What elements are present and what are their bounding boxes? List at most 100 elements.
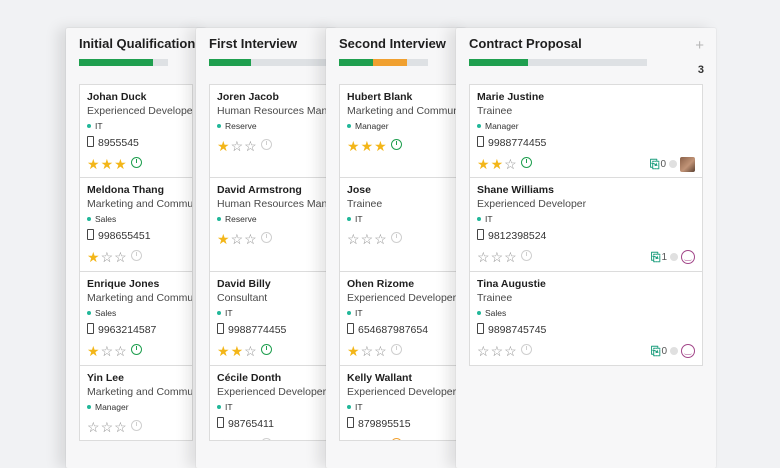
priority-star-icon[interactable]: ☆: [360, 343, 374, 359]
attachment-count: 1: [661, 251, 667, 263]
column-header[interactable]: Contract Proposal +3: [469, 36, 706, 76]
priority-star-icon[interactable]: ☆: [244, 231, 257, 247]
priority-star-icon[interactable]: ☆: [100, 249, 114, 265]
applicant-name: David Billy: [217, 278, 271, 290]
job-position: Experienced Developer: [347, 292, 457, 304]
applicant-card[interactable]: Yin Lee Marketing and Communi Manager ☆☆☆: [79, 366, 193, 441]
column-header[interactable]: Second Interview: [339, 36, 456, 58]
priority-star-icon[interactable]: ☆: [244, 437, 257, 440]
priority-star-icon[interactable]: ★: [100, 156, 114, 172]
priority-star-icon[interactable]: ★: [114, 156, 127, 172]
priority-star-icon[interactable]: ★: [230, 343, 244, 359]
priority-star-icon[interactable]: ★: [374, 138, 387, 154]
activity-clock-icon[interactable]: [390, 139, 402, 150]
priority-star-icon[interactable]: ☆: [230, 138, 244, 154]
column-progress-bar[interactable]: [79, 59, 168, 66]
applicant-card[interactable]: Marie Justine Trainee Manager 9988774455 ★★☆…: [469, 84, 703, 178]
priority-star-icon[interactable]: ☆: [374, 231, 387, 247]
priority-star-icon[interactable]: ☆: [217, 437, 230, 440]
priority-star-icon[interactable]: ☆: [347, 231, 360, 247]
applicant-card[interactable]: David Billy Consultant IT 9988774455 ★★☆: [209, 272, 329, 366]
activity-clock-icon[interactable]: [260, 344, 272, 355]
applicant-card[interactable]: Hubert Blank Marketing and Communi Manager…: [339, 84, 459, 178]
priority-star-icon[interactable]: ★: [347, 343, 360, 359]
card-list: Johan Duck Experienced Developer IT 8955545…: [79, 84, 193, 441]
activity-clock-icon[interactable]: [390, 232, 402, 243]
priority-star-icon[interactable]: ☆: [230, 231, 244, 247]
applicant-card[interactable]: Jose Trainee IT ☆☆☆: [339, 178, 459, 272]
priority-star-icon[interactable]: ★: [87, 156, 100, 172]
card-footer: ★☆☆: [347, 343, 451, 359]
applicant-card[interactable]: David Armstrong Human Resources Mana Reser…: [209, 178, 329, 272]
priority-star-icon[interactable]: ☆: [87, 419, 100, 435]
applicant-card[interactable]: Shane Williams Experienced Developer IT 981…: [469, 178, 703, 272]
priority-star-icon[interactable]: ★: [217, 138, 230, 154]
priority-star-icon[interactable]: ☆: [477, 249, 490, 265]
column-header[interactable]: First Interview: [209, 36, 326, 58]
attachment-icon[interactable]: ⎘: [650, 343, 661, 358]
activity-clock-icon[interactable]: [520, 157, 532, 168]
applicant-card[interactable]: Tina Augustie Trainee Sales 9898745745 ☆☆☆ ⎘ 0…: [469, 272, 703, 366]
priority-star-icon[interactable]: ☆: [114, 343, 127, 359]
priority-star-icon[interactable]: ★: [360, 138, 374, 154]
priority-star-icon[interactable]: ☆: [490, 343, 504, 359]
priority-star-icon[interactable]: ☆: [347, 437, 360, 440]
activity-clock-icon[interactable]: [520, 344, 532, 355]
activity-clock-icon[interactable]: [260, 232, 272, 243]
priority-star-icon[interactable]: ★: [217, 343, 230, 359]
activity-clock-icon[interactable]: [520, 250, 532, 261]
activity-clock-icon[interactable]: [390, 438, 402, 440]
avatar[interactable]: [680, 156, 695, 172]
applicant-card[interactable]: Joren Jacob Human Resources Mana Reserve ★☆…: [209, 84, 329, 178]
add-card-button[interactable]: +: [695, 37, 704, 54]
smiley-avatar-icon[interactable]: ‿: [681, 344, 695, 358]
priority-star-icon[interactable]: ☆: [361, 437, 374, 440]
priority-star-icon[interactable]: ☆: [477, 343, 490, 359]
priority-star-icon[interactable]: ★: [347, 138, 360, 154]
priority-star-icon[interactable]: ☆: [490, 249, 504, 265]
column-progress-bar[interactable]: [469, 59, 647, 66]
applicant-card[interactable]: Meldona Thang Marketing and Communi Sales 9…: [79, 178, 193, 272]
activity-clock-icon[interactable]: [390, 344, 402, 355]
attachment-icon[interactable]: ⎘: [649, 156, 660, 171]
priority-star-icon[interactable]: ☆: [244, 343, 257, 359]
priority-star-icon[interactable]: ☆: [504, 156, 517, 172]
column-header[interactable]: Initial Qualification: [79, 36, 196, 58]
priority-star-icon[interactable]: ☆: [360, 231, 374, 247]
kanban-state-icon[interactable]: [670, 347, 678, 355]
priority-star-icon[interactable]: ★: [477, 156, 490, 172]
kanban-state-icon[interactable]: [669, 160, 677, 168]
column-progress-bar[interactable]: [339, 59, 428, 66]
activity-clock-icon[interactable]: [130, 250, 142, 261]
priority-star-icon[interactable]: ★: [87, 249, 100, 265]
kanban-state-icon[interactable]: [670, 253, 678, 261]
applicant-card[interactable]: Enrique Jones Marketing and Communi Sales 9…: [79, 272, 193, 366]
applicant-card[interactable]: Kelly Wallant Experienced Developer IT 8798…: [339, 366, 459, 441]
priority-star-icon[interactable]: ★: [217, 231, 230, 247]
smiley-avatar-icon[interactable]: ‿: [681, 250, 695, 264]
priority-star-icon[interactable]: ☆: [114, 419, 127, 435]
applicant-card[interactable]: Johan Duck Experienced Developer IT 8955545…: [79, 84, 193, 178]
activity-clock-icon[interactable]: [130, 344, 142, 355]
priority-star-icon[interactable]: ☆: [504, 343, 517, 359]
activity-clock-icon[interactable]: [260, 438, 272, 440]
priority-star-icon[interactable]: ☆: [114, 249, 127, 265]
priority-star-icon[interactable]: ☆: [504, 249, 517, 265]
activity-clock-icon[interactable]: [260, 139, 272, 150]
applicant-name: Kelly Wallant: [347, 372, 412, 384]
applicant-card[interactable]: Cécile Donth Experienced Developer IT 98765…: [209, 366, 329, 441]
column-progress-bar[interactable]: [209, 59, 327, 66]
priority-star-icon[interactable]: ☆: [374, 437, 387, 440]
priority-star-icon[interactable]: ☆: [374, 343, 387, 359]
priority-star-icon[interactable]: ☆: [100, 419, 114, 435]
priority-star-icon[interactable]: ☆: [231, 437, 244, 440]
priority-star-icon[interactable]: ☆: [100, 343, 114, 359]
priority-star-icon[interactable]: ☆: [244, 138, 257, 154]
priority-star-icon[interactable]: ★: [87, 343, 100, 359]
attachment-icon[interactable]: ⎘: [650, 249, 661, 264]
applicant-card[interactable]: Ohen Rizome Experienced Developer IT 654687…: [339, 272, 459, 366]
activity-clock-icon[interactable]: [130, 157, 142, 168]
priority-star-icon[interactable]: ★: [490, 156, 504, 172]
activity-clock-icon[interactable]: [130, 420, 142, 431]
card-footer: ☆☆☆: [217, 437, 321, 440]
